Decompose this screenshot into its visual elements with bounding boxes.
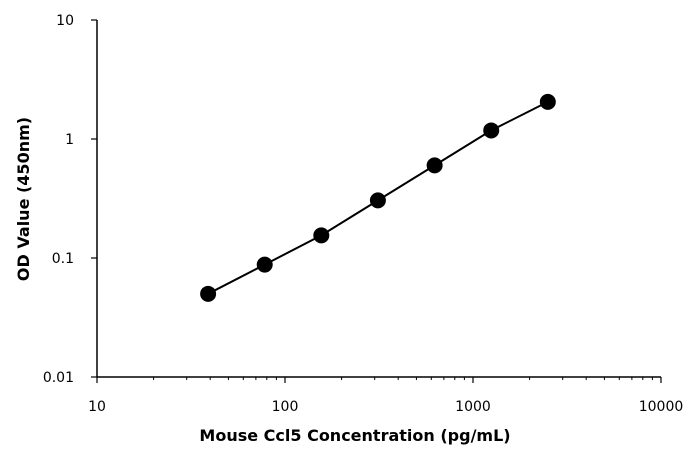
data-point: [483, 122, 500, 139]
x-tick-label: 100: [272, 399, 299, 415]
x-axis-title: Mouse Ccl5 Concentration (pg/mL): [199, 426, 510, 445]
data-point: [369, 192, 386, 209]
y-axis-title: OD Value (450nm): [14, 117, 33, 281]
data-point: [313, 227, 330, 244]
x-tick-label: 10: [88, 399, 106, 415]
data-point: [426, 157, 443, 174]
y-ticks: 0.01 0.1 1 10: [43, 13, 97, 386]
x-tick-label: 10000: [639, 399, 684, 415]
y-tick-label: 1: [65, 132, 74, 148]
data-point: [200, 285, 217, 302]
x-tick-label: 1000: [455, 399, 491, 415]
y-tick-label: 0.1: [52, 251, 74, 267]
data-point: [256, 256, 273, 273]
series-layer: [200, 93, 556, 302]
x-ticks: 10 100 1000 10000: [88, 377, 683, 415]
y-tick-label: 0.01: [43, 370, 74, 386]
data-point: [539, 93, 556, 110]
axes: [96, 20, 661, 378]
y-tick-label: 10: [56, 13, 74, 29]
